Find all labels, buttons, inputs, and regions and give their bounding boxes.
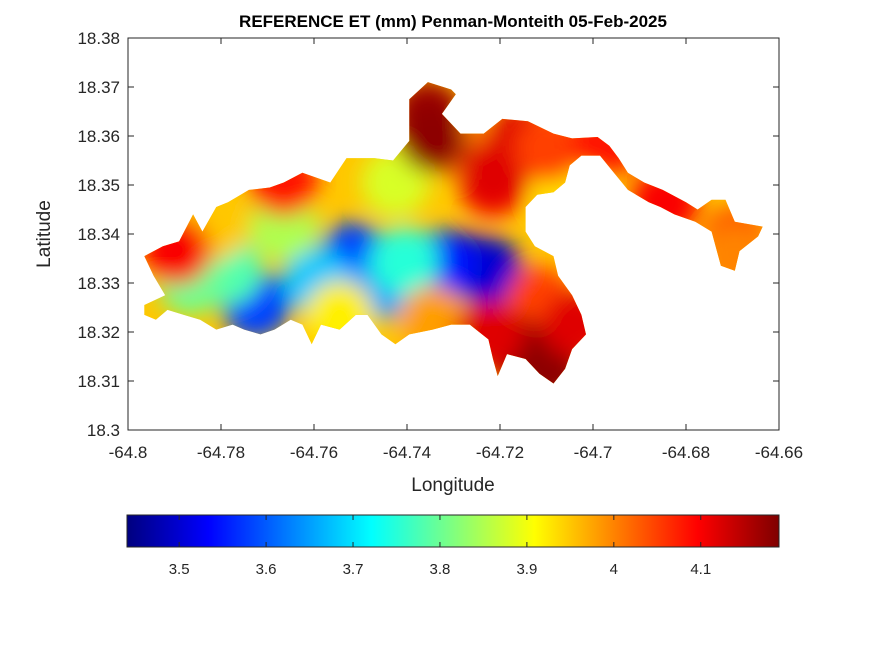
y-tick-label: 18.3 [87,421,120,440]
colorbar-tick-label: 3.8 [430,561,451,578]
y-axis: 18.3 18.31 18.32 18.33 18.34 18.35 18.36 18.37 1… [77,29,779,440]
colorbar-tick-label: 3.9 [516,561,537,578]
y-axis-label: Latitude [34,200,55,268]
y-tick-label: 18.32 [77,323,120,342]
y-tick-label: 18.33 [77,274,120,293]
colorbar: 3.5 3.6 3.7 3.8 3.9 4 4.1 [126,514,780,578]
colorbar-tick-label: 4.1 [690,561,711,578]
x-tick-label: -64.8 [109,443,148,462]
y-tick-label: 18.31 [77,372,120,391]
colorbar-tick-label: 3.7 [343,561,364,578]
y-tick-label: 18.34 [77,225,120,244]
x-tick-label: -64.76 [290,443,338,462]
colorbar-tick-label: 3.5 [169,561,190,578]
y-tick-label: 18.38 [77,29,120,48]
x-axis-label: Longitude [411,475,494,496]
x-tick-label: -64.74 [383,443,431,462]
y-tick-label: 18.37 [77,78,120,97]
y-tick-label: 18.36 [77,127,120,146]
y-tick-label: 18.35 [77,176,120,195]
x-tick-label: -64.68 [662,443,710,462]
x-tick-label: -64.66 [755,443,803,462]
colorbar-tick-label: 4 [610,561,618,578]
x-tick-label: -64.7 [574,443,613,462]
x-axis: -64.8 -64.78 -64.76 -64.74 -64.72 -64.7 -64.68… [109,38,803,462]
x-tick-label: -64.78 [197,443,245,462]
chart-title: REFERENCE ET (mm) Penman-Monteith 05-Feb… [239,12,667,31]
et-value-cell [370,227,439,295]
colorbar-gradient [126,514,780,548]
colorbar-ticks: 3.5 3.6 3.7 3.8 3.9 4 4.1 [169,515,711,578]
colorbar-tick-label: 3.6 [256,561,277,578]
x-tick-label: -64.72 [476,443,524,462]
